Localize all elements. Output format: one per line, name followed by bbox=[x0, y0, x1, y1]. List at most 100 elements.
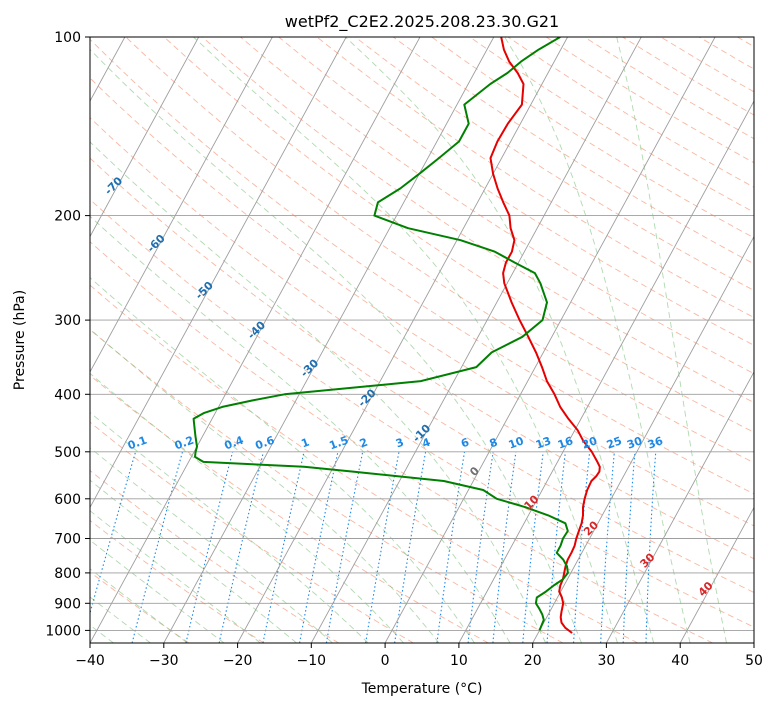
y-tick-label: 900 bbox=[54, 596, 81, 612]
mixing-ratio-line bbox=[522, 451, 544, 643]
dry-adiabat bbox=[278, 37, 754, 346]
plot-area: 0.10.20.40.611.52346810131620253036-100-… bbox=[90, 37, 754, 643]
dry-adiabat bbox=[163, 37, 754, 433]
y-tick-label: 600 bbox=[54, 492, 81, 508]
moist-adiabat bbox=[90, 447, 333, 643]
isotherm-line bbox=[532, 235, 754, 643]
mixing-ratio-label: 4 bbox=[420, 435, 432, 450]
dry-adiabat bbox=[90, 571, 190, 643]
mixing-ratio-line bbox=[546, 451, 566, 643]
mixing-ratio-line bbox=[436, 451, 466, 643]
x-tick-label: −40 bbox=[75, 653, 105, 669]
temperature-profile-line bbox=[489, 37, 601, 634]
moist-adiabat bbox=[90, 372, 404, 643]
mixing-ratio-line bbox=[492, 451, 517, 643]
mixing-ratio-label: 3 bbox=[394, 436, 406, 451]
isotherm-line bbox=[237, 37, 568, 643]
dry-adiabat bbox=[90, 241, 713, 643]
mixing-ratio-label: 0.1 bbox=[126, 434, 149, 453]
isotherm-line bbox=[90, 37, 273, 373]
dry-adiabat bbox=[90, 198, 754, 628]
mixing-ratio-label: 0.2 bbox=[173, 434, 196, 453]
x-tick-label: 50 bbox=[745, 653, 763, 669]
x-tick-label: 0 bbox=[381, 653, 390, 669]
moist-adiabat bbox=[90, 328, 440, 643]
moist-adiabat bbox=[345, 37, 655, 643]
moist-adiabat bbox=[90, 411, 369, 643]
mixing-ratio-label: 2 bbox=[358, 436, 370, 451]
mixing-ratio-label: 6 bbox=[459, 435, 471, 450]
dry-adiabat bbox=[90, 470, 339, 643]
mixing-ratio-label: 10 bbox=[507, 434, 526, 452]
mixing-ratio-line bbox=[645, 451, 657, 643]
isotherm-line bbox=[163, 37, 495, 643]
moist-adiabat bbox=[616, 37, 727, 643]
y-tick-label: 500 bbox=[54, 445, 81, 461]
mixing-ratio-line bbox=[185, 451, 234, 643]
dry-adiabat bbox=[316, 37, 754, 318]
chart-title: wetPf2_C2E2.2025.208.23.30.G21 bbox=[285, 12, 559, 32]
mixing-ratio-line bbox=[467, 451, 494, 643]
moist-adiabat bbox=[193, 37, 618, 643]
y-tick-label: 1000 bbox=[45, 623, 81, 639]
y-tick-label: 200 bbox=[54, 209, 81, 225]
y-axis: 100 200 300 400 500 600 700 800 900 1000 bbox=[45, 30, 90, 639]
moist-adiabat bbox=[504, 37, 691, 643]
mixing-ratio-label: 36 bbox=[646, 434, 665, 452]
isotherm-line bbox=[90, 37, 347, 509]
mixing-ratio-line bbox=[262, 451, 305, 643]
x-tick-label: −10 bbox=[297, 653, 327, 669]
dry-adiabat bbox=[125, 37, 754, 464]
dry-adiabat bbox=[90, 374, 489, 643]
y-tick-label: 800 bbox=[54, 566, 81, 582]
mixing-ratio-line bbox=[622, 451, 636, 643]
mixing-ratio-label: 1.5 bbox=[328, 434, 351, 453]
dry-adiabat bbox=[354, 37, 754, 291]
moist-adiabat bbox=[90, 479, 297, 643]
mixing-ratio-label: 13 bbox=[534, 434, 553, 451]
moist-adiabat bbox=[90, 141, 547, 643]
mixing-ratio-label: 16 bbox=[556, 434, 575, 452]
dry-adiabat bbox=[90, 284, 639, 643]
isotherm-line bbox=[90, 37, 200, 238]
mixing-ratio-label: 30 bbox=[625, 434, 644, 452]
x-axis: −40 −30 −20 −10 0 10 20 30 40 50 bbox=[75, 643, 763, 669]
plot-frame bbox=[89, 36, 755, 644]
profiles bbox=[192, 37, 601, 634]
mixing-ratio-label: 20 bbox=[580, 434, 599, 452]
isotherm-line bbox=[90, 37, 421, 643]
isotherm-line bbox=[606, 371, 754, 643]
mixing-ratio-line bbox=[218, 451, 264, 643]
moist-adiabat bbox=[90, 215, 511, 643]
isotherm-line bbox=[679, 506, 754, 643]
x-tick-label: −20 bbox=[223, 653, 253, 669]
dry-adiabat bbox=[90, 157, 754, 593]
dry-adiabat bbox=[202, 37, 754, 404]
x-tick-label: 10 bbox=[450, 653, 468, 669]
grid-lines bbox=[90, 37, 754, 643]
x-tick-label: 20 bbox=[524, 653, 542, 669]
x-tick-label: 40 bbox=[671, 653, 689, 669]
dry-adiabat bbox=[90, 329, 564, 643]
mixing-ratio-label: 1 bbox=[299, 436, 311, 451]
x-tick-label: 30 bbox=[597, 653, 615, 669]
y-tick-label: 100 bbox=[54, 30, 81, 46]
isotherm-line bbox=[384, 37, 716, 643]
mixing-ratio-label: 25 bbox=[605, 434, 624, 451]
mixing-ratio-line bbox=[600, 451, 615, 643]
y-tick-label: 300 bbox=[54, 313, 81, 329]
mixing-ratio-label: 0.6 bbox=[253, 433, 276, 452]
mixing-ratio-label: 8 bbox=[488, 436, 500, 451]
mixing-ratio-label: 0.4 bbox=[223, 433, 246, 452]
y-axis-label: Pressure (hPa) bbox=[12, 290, 28, 390]
y-tick-label: 700 bbox=[54, 532, 81, 548]
isotherm-line bbox=[458, 100, 754, 643]
isotherm-line bbox=[310, 37, 642, 643]
mixing-ratio-line bbox=[90, 451, 137, 616]
y-tick-label: 400 bbox=[54, 387, 81, 403]
dewpoint-profile-line bbox=[192, 37, 569, 631]
x-tick-label: −30 bbox=[149, 653, 179, 669]
x-axis-label: Temperature (°C) bbox=[361, 681, 483, 697]
